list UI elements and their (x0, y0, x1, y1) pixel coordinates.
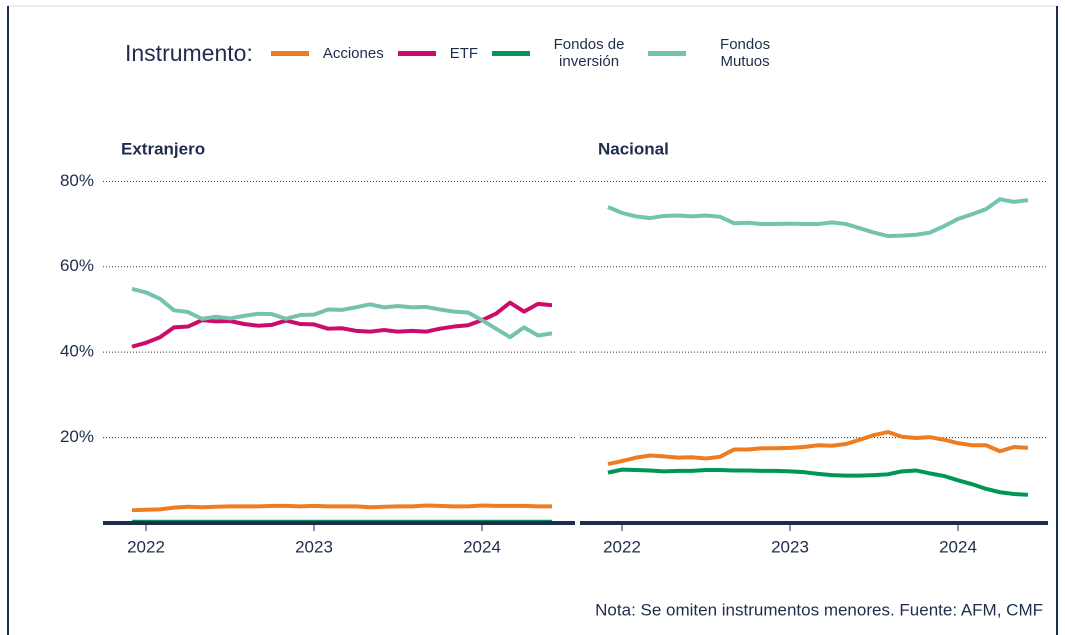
series-line (131, 503, 552, 513)
legend-label: Fondos Mutuos (720, 36, 771, 70)
series-line (131, 287, 553, 340)
x-tick-label: 2022 (127, 537, 165, 556)
legend-item: Acciones (270, 44, 384, 62)
x-tick-label: 2024 (939, 537, 977, 556)
legend-item: Fondos Mutuos (648, 36, 790, 70)
y-tick-label: 40% (60, 342, 94, 361)
series-line (607, 467, 1029, 497)
panel-title: Extranjero (121, 139, 205, 158)
note: Nota: Se omiten instrumentos menores. Fu… (595, 600, 1043, 619)
y-tick-label: 80% (60, 171, 94, 190)
series-line (607, 430, 1029, 467)
x-tick-label: 2023 (771, 537, 809, 556)
legend-title: Instrumento: (125, 39, 253, 66)
legend-label: Fondos de inversión (553, 36, 625, 70)
legend-item: Fondos de inversión (492, 36, 634, 70)
legend-swatch (648, 50, 687, 56)
panel-title: Nacional (598, 139, 669, 158)
legend: Instrumento: Acciones ETF Fondos de invers… (125, 36, 804, 70)
x-tick-label: 2024 (463, 537, 501, 556)
legend-label: ETF (449, 44, 479, 62)
y-tick-label: 20% (60, 427, 94, 446)
legend-label: Acciones (322, 44, 384, 62)
legend-swatch (397, 50, 436, 56)
legend-swatch (270, 50, 309, 56)
x-tick-label: 2022 (603, 537, 641, 556)
x-tick-label: 2023 (295, 537, 333, 556)
legend-item: ETF (397, 44, 479, 62)
y-tick-label: 60% (60, 256, 94, 275)
legend-swatch (492, 50, 531, 56)
series-line (607, 197, 1029, 239)
